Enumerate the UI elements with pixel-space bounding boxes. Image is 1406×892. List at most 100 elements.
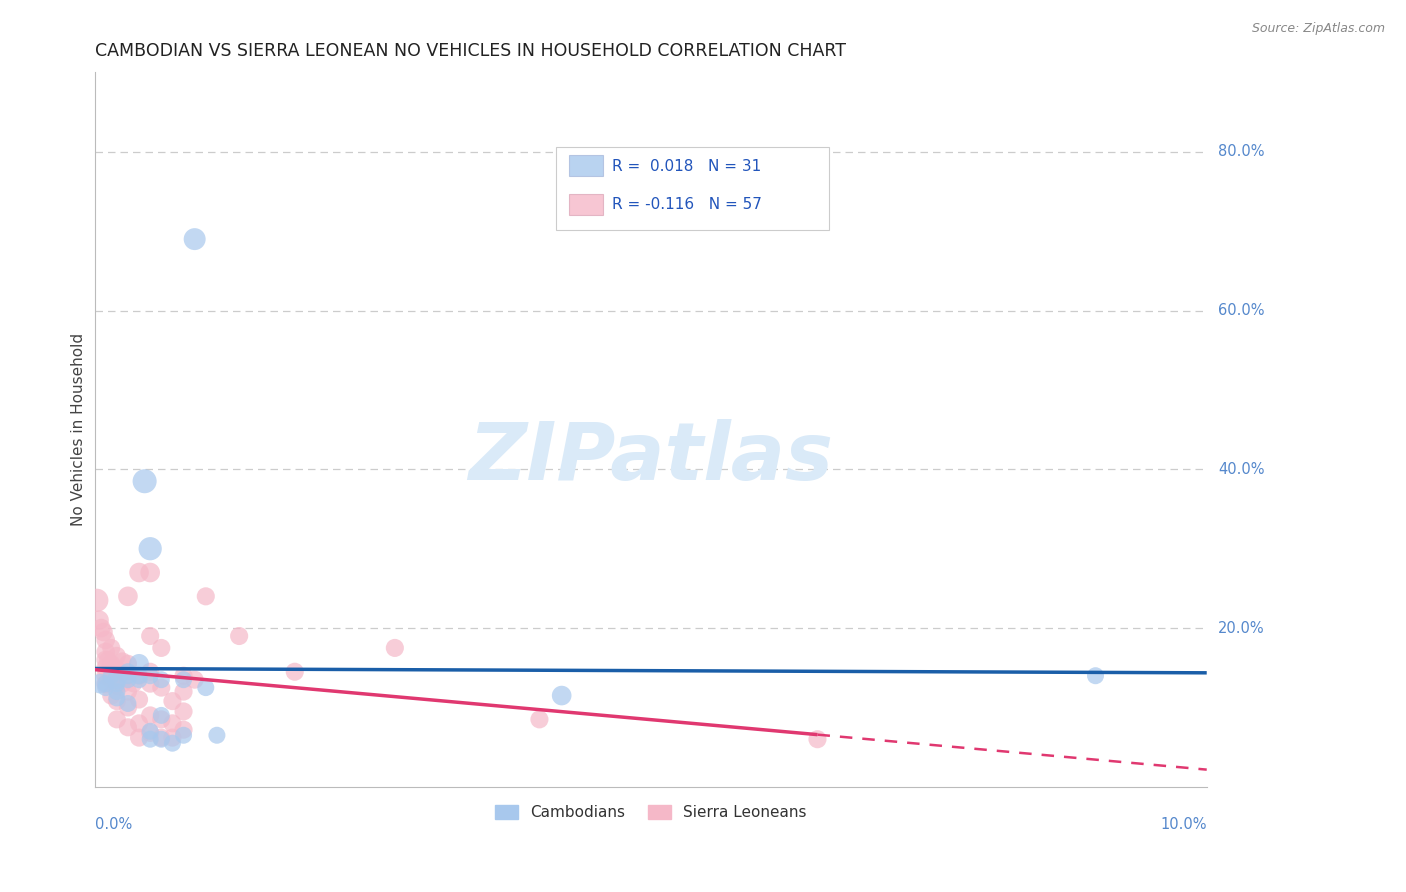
Text: R =  0.018   N = 31: R = 0.018 N = 31	[612, 159, 761, 174]
Point	[1084, 669, 1107, 683]
Point	[150, 673, 173, 687]
Point	[128, 716, 150, 731]
Point	[139, 541, 162, 556]
Point	[139, 566, 162, 580]
Point	[139, 724, 162, 739]
Point	[162, 716, 184, 731]
Point	[117, 590, 139, 604]
Point	[173, 705, 195, 719]
Point	[111, 655, 134, 669]
Point	[173, 669, 195, 683]
Text: 80.0%: 80.0%	[1218, 145, 1264, 160]
FancyBboxPatch shape	[569, 194, 603, 215]
Text: Source: ZipAtlas.com: Source: ZipAtlas.com	[1251, 22, 1385, 36]
Point	[105, 673, 128, 687]
Point	[105, 648, 128, 663]
Point	[139, 676, 162, 690]
Point	[105, 662, 128, 676]
Y-axis label: No Vehicles in Household: No Vehicles in Household	[72, 333, 86, 526]
Point	[117, 720, 139, 734]
Point	[550, 689, 572, 703]
Point	[93, 625, 115, 640]
Point	[117, 700, 139, 714]
Point	[139, 732, 162, 747]
Point	[162, 731, 184, 745]
Point	[150, 681, 173, 695]
Point	[128, 673, 150, 687]
Point	[128, 692, 150, 706]
Point	[194, 590, 217, 604]
Point	[529, 712, 551, 726]
Point	[162, 694, 184, 708]
Point	[105, 678, 128, 692]
Point	[128, 669, 150, 683]
Point	[94, 676, 117, 690]
Point	[117, 673, 139, 687]
Point	[90, 621, 112, 635]
Point	[150, 712, 173, 726]
Point	[94, 676, 117, 690]
Point	[128, 669, 150, 683]
Point	[94, 669, 117, 683]
Point	[284, 665, 307, 679]
Point	[806, 732, 828, 747]
Point	[89, 676, 111, 690]
Point	[228, 629, 250, 643]
Text: 10.0%: 10.0%	[1160, 817, 1206, 832]
Point	[117, 684, 139, 698]
Point	[205, 728, 228, 742]
Text: ZIPatlas: ZIPatlas	[468, 419, 834, 497]
Point	[139, 708, 162, 723]
Point	[150, 731, 173, 745]
Point	[194, 681, 217, 695]
Point	[117, 697, 139, 711]
Point	[139, 629, 162, 643]
Point	[183, 673, 205, 687]
Point	[94, 681, 117, 695]
Point	[150, 708, 173, 723]
Point	[105, 684, 128, 698]
Point	[100, 669, 122, 683]
FancyBboxPatch shape	[569, 154, 603, 176]
Point	[97, 653, 120, 667]
Point	[94, 661, 117, 675]
Point	[162, 736, 184, 750]
Point	[86, 593, 108, 607]
Point	[105, 676, 128, 690]
Point	[173, 673, 195, 687]
Point	[87, 613, 110, 627]
FancyBboxPatch shape	[557, 147, 828, 229]
Text: R = -0.116   N = 57: R = -0.116 N = 57	[612, 197, 762, 212]
Point	[100, 640, 122, 655]
Point	[94, 632, 117, 647]
Point	[100, 689, 122, 703]
Point	[139, 669, 162, 683]
Point	[117, 657, 139, 671]
Point	[128, 657, 150, 671]
Point	[100, 673, 122, 687]
Text: 40.0%: 40.0%	[1218, 462, 1264, 477]
Text: CAMBODIAN VS SIERRA LEONEAN NO VEHICLES IN HOUSEHOLD CORRELATION CHART: CAMBODIAN VS SIERRA LEONEAN NO VEHICLES …	[94, 42, 845, 60]
Point	[173, 684, 195, 698]
Point	[94, 645, 117, 659]
Point	[139, 665, 162, 679]
Point	[105, 694, 128, 708]
Point	[105, 690, 128, 705]
Text: 0.0%: 0.0%	[94, 817, 132, 832]
Point	[94, 653, 117, 667]
Point	[134, 474, 156, 488]
Point	[111, 676, 134, 690]
Point	[128, 566, 150, 580]
Point	[384, 640, 406, 655]
Point	[173, 728, 195, 742]
Point	[117, 665, 139, 679]
Point	[100, 657, 122, 671]
Point	[150, 732, 173, 747]
Point	[173, 723, 195, 737]
Text: 60.0%: 60.0%	[1218, 303, 1264, 318]
Point	[139, 726, 162, 740]
Legend: Cambodians, Sierra Leoneans: Cambodians, Sierra Leoneans	[486, 797, 814, 828]
Text: 20.0%: 20.0%	[1218, 621, 1264, 636]
Point	[150, 640, 173, 655]
Point	[117, 669, 139, 683]
